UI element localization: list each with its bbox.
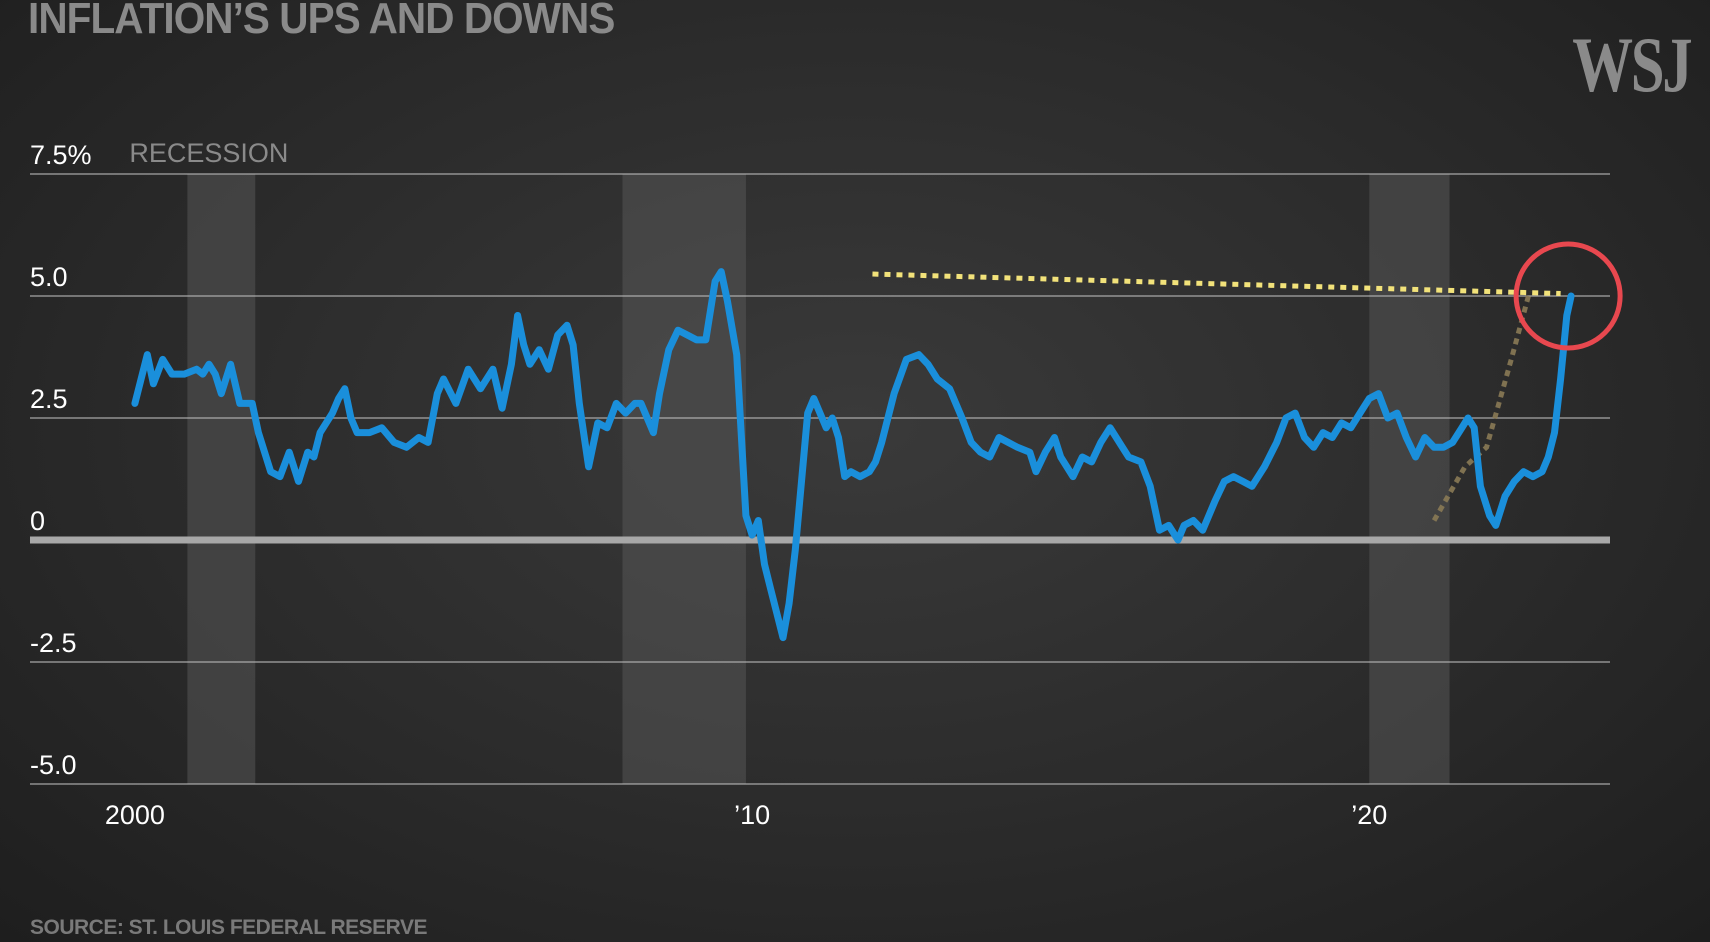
recession-band-3 xyxy=(1369,174,1450,784)
wsj-logo: WSJ xyxy=(1571,21,1692,108)
y-tick-label: -2.5 xyxy=(30,628,77,658)
y-axis-ticks: 7.5% 5.0 2.5 0 -2.5 -5.0 xyxy=(30,140,92,780)
x-axis-ticks: 2000 ’10 ’20 xyxy=(105,800,1387,830)
x-tick-label: ’20 xyxy=(1351,800,1387,830)
highlight-layer xyxy=(1513,241,1623,351)
y-tick-label: 2.5 xyxy=(30,384,68,414)
x-tick-label: 2000 xyxy=(105,800,165,830)
recession-band-2 xyxy=(622,174,746,784)
highlight-circle xyxy=(1513,241,1623,351)
y-tick-label: 0 xyxy=(30,506,45,536)
annotations xyxy=(872,271,1561,522)
series-layer xyxy=(131,268,1575,642)
inflation-series-line xyxy=(131,268,1575,642)
x-tick-label: ’10 xyxy=(734,800,770,830)
source-note: SOURCE: ST. LOUIS FEDERAL RESERVE xyxy=(30,916,427,939)
dotted-reference-line xyxy=(872,271,1561,297)
recession-label: RECESSION xyxy=(129,138,288,168)
y-tick-label: 7.5% xyxy=(30,140,92,170)
chart-title: INFLATION’S UPS AND DOWNS xyxy=(28,0,615,43)
dotted-trend-line xyxy=(1431,290,1533,522)
recession-band-1 xyxy=(187,174,256,784)
y-tick-label: 5.0 xyxy=(30,262,68,292)
y-tick-label: -5.0 xyxy=(30,750,77,780)
